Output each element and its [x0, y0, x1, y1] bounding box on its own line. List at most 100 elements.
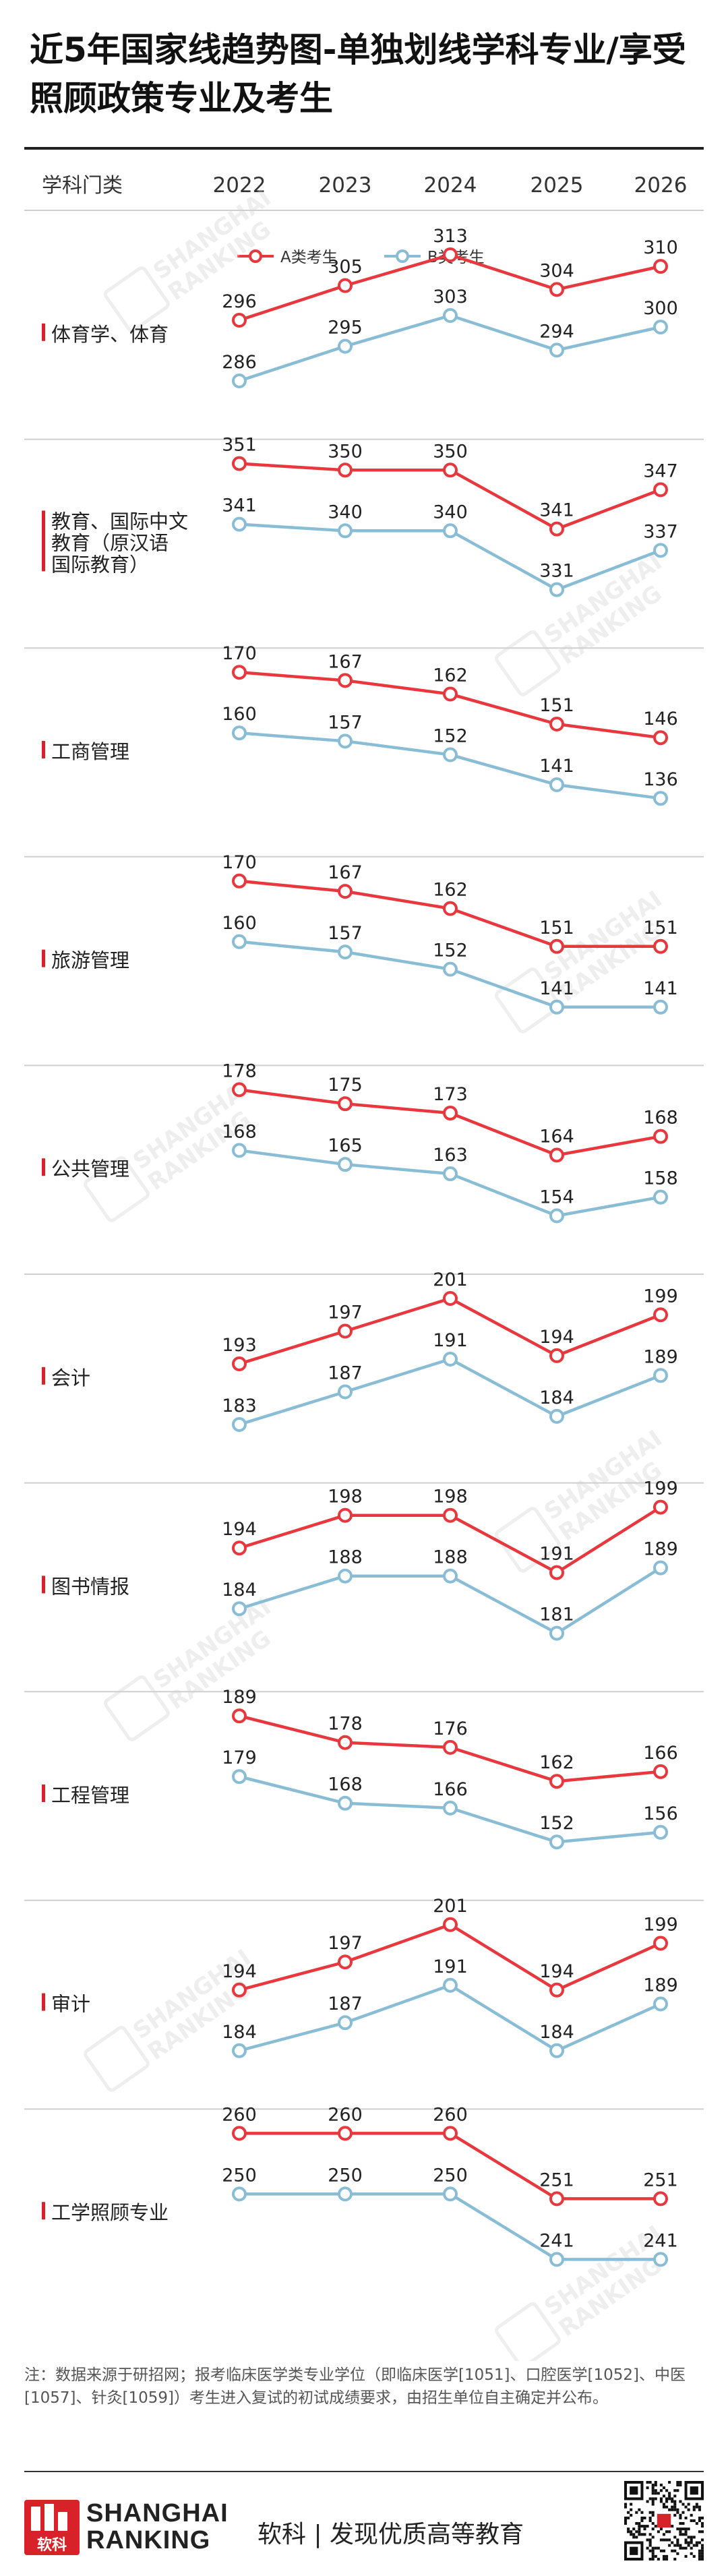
series-b-point — [653, 543, 668, 558]
category-label: 体育学、体育 — [51, 323, 169, 346]
qr-module — [692, 2554, 696, 2558]
qr-module — [665, 2489, 669, 2492]
qr-module — [640, 2533, 644, 2536]
qr-module — [687, 2508, 690, 2511]
qr-module — [632, 2536, 636, 2539]
series-a-data-label: 351 — [222, 435, 257, 456]
series-b-data-label: 163 — [433, 1145, 468, 1166]
series-b-point — [338, 733, 353, 749]
category-label-line: 国际教育） — [51, 553, 149, 576]
qr-module — [665, 2500, 669, 2503]
series-b-point — [232, 1769, 247, 1785]
series-b-data-label: 157 — [328, 923, 363, 944]
qr-module — [700, 2554, 704, 2558]
year-tick-label: 2024 — [424, 173, 477, 198]
qr-module — [624, 2503, 628, 2506]
qr-module — [651, 2536, 655, 2539]
category-marker — [42, 741, 45, 758]
series-b-data-label: 152 — [433, 726, 468, 747]
series-a-point — [232, 1082, 247, 1098]
qr-module — [651, 2546, 655, 2550]
series-b-point — [443, 1166, 458, 1182]
qr-module — [640, 2519, 644, 2523]
qr-module — [673, 2513, 677, 2517]
watermark-logo-icon — [104, 266, 170, 332]
qr-module — [638, 2527, 641, 2531]
series-b-point — [549, 1834, 564, 1850]
qr-module — [684, 2538, 688, 2542]
qr-module — [673, 2503, 677, 2506]
qr-module — [692, 2508, 696, 2511]
qr-module — [635, 2522, 638, 2525]
legend-label: A类考生 — [280, 249, 338, 266]
qr-module — [700, 2552, 704, 2555]
series-b-data-label: 286 — [222, 352, 257, 373]
watermark-logo-icon — [495, 967, 561, 1034]
series-b-data-label: 141 — [539, 756, 574, 777]
qr-module — [673, 2489, 677, 2492]
qr-module — [673, 2500, 677, 2503]
qr-module — [676, 2489, 679, 2492]
series-b-point — [232, 1143, 247, 1158]
qr-module — [700, 2549, 704, 2552]
qr-module — [690, 2552, 693, 2555]
series-b-point — [232, 1601, 247, 1617]
qr-module — [673, 2536, 677, 2539]
series-a-data-label: 198 — [328, 1487, 363, 1507]
qr-module — [681, 2527, 685, 2531]
series-b-point — [443, 523, 458, 539]
qr-module — [668, 2544, 671, 2547]
series-a-data-label: 305 — [328, 257, 363, 278]
qr-module — [648, 2544, 652, 2547]
category-label: 公共管理 — [51, 1158, 129, 1180]
series-b-data-label: 168 — [222, 1121, 257, 1142]
qr-module — [679, 2527, 682, 2531]
series-a-data-label: 347 — [643, 460, 678, 481]
qr-module — [630, 2508, 633, 2511]
qr-module — [684, 2527, 688, 2531]
qr-module — [648, 2538, 652, 2542]
series-b-point — [653, 2252, 668, 2267]
qr-module — [695, 2505, 698, 2509]
qr-module — [648, 2497, 652, 2500]
qr-module — [648, 2511, 652, 2514]
series-b-data-label: 184 — [539, 1387, 574, 1408]
qr-module — [671, 2508, 674, 2511]
series-a-point — [338, 673, 353, 688]
series-a-data-label: 198 — [433, 1487, 468, 1507]
series-b-data-label: 160 — [222, 704, 257, 725]
series-b-data-label: 303 — [433, 287, 468, 307]
qr-module — [668, 2538, 671, 2542]
qr-module — [648, 2519, 652, 2523]
category-label: 会计 — [51, 1367, 90, 1389]
category-label-line: 工学照顾专业 — [51, 2201, 169, 2224]
series-a-data-label: 260 — [222, 2104, 257, 2125]
qr-module — [690, 2546, 693, 2550]
brand-name: SHANGHAI RANKING — [86, 2500, 229, 2554]
series-b-point — [549, 582, 564, 597]
qr-module — [640, 2525, 644, 2528]
qr-module — [668, 2530, 671, 2534]
qr-module — [657, 2492, 660, 2495]
qr-module — [684, 2541, 688, 2544]
series-b-data-label: 152 — [539, 1813, 574, 1834]
series-b-data-label: 165 — [328, 1135, 363, 1156]
qr-module — [659, 2484, 663, 2487]
series-a-point — [232, 873, 247, 889]
series-b-point — [232, 2186, 247, 2202]
series-a-data-label: 313 — [433, 226, 468, 247]
watermark-logo-icon — [495, 1506, 561, 1573]
series-a-point — [338, 1735, 353, 1750]
series-a-data-label: 189 — [222, 1687, 257, 1708]
category-label-line: 教育（原汉语 — [51, 531, 169, 554]
qr-module — [651, 2492, 655, 2495]
category-marker — [42, 323, 45, 341]
qr-module — [665, 2505, 669, 2509]
qr-module — [673, 2557, 677, 2560]
series-b-data-label: 183 — [222, 1396, 257, 1416]
qr-module — [671, 2525, 674, 2528]
category-marker — [42, 2202, 45, 2220]
category-label-line: 教育、国际中文 — [51, 510, 188, 533]
series-b-data-label: 166 — [433, 1779, 468, 1800]
qr-module — [692, 2505, 696, 2509]
